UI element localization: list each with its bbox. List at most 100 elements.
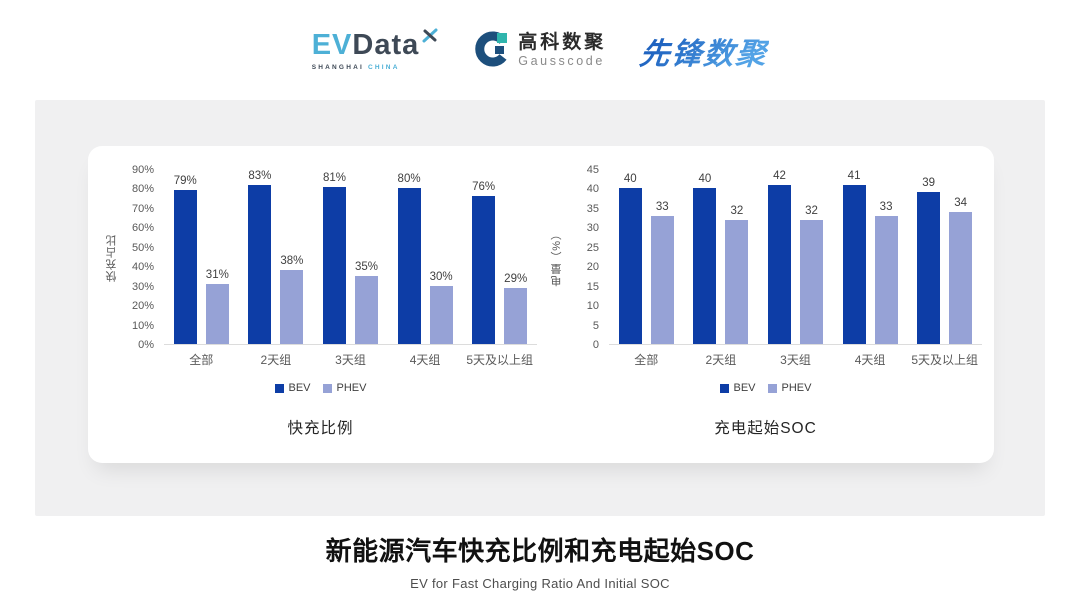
bar-value-label: 33: [879, 200, 893, 213]
phev-bar: [280, 270, 304, 344]
x-category-label: 4天组: [854, 353, 886, 367]
bar-wrap: 83%: [248, 170, 271, 344]
bar-group: 40 32: [684, 170, 759, 344]
bev-bar: [173, 190, 197, 344]
bar-value-label: 30%: [429, 270, 453, 283]
bar-group: 81% 35%: [313, 170, 388, 344]
bar-wrap: 31%: [206, 170, 229, 344]
bar-wrap: 29%: [504, 170, 527, 344]
bev-bar: [842, 185, 866, 344]
legend: BEV PHEV: [104, 382, 537, 394]
bar-group: 39 34: [907, 170, 982, 344]
x-axis-labels: 全部 2天组 3天组 4天组 5天及以上组: [164, 351, 537, 368]
bar-value-label: 81%: [322, 171, 346, 184]
bev-bar: [693, 188, 717, 344]
bar-group: 41 33: [833, 170, 908, 344]
y-tick: 60%: [131, 222, 154, 235]
phev-bar: [504, 287, 528, 344]
bar-value-label: 35%: [354, 260, 379, 273]
plot-row: 电量（%） 0 5 10 15 20 25 30 35 40 45 40 33 40 32 42 32 41 3…: [549, 164, 982, 368]
bar-value-label: 41: [847, 170, 861, 182]
phev-bar: [874, 215, 898, 344]
bar-value-label: 34: [954, 196, 968, 209]
evdata-ev-text: EV: [311, 28, 353, 61]
legend-label: PHEV: [781, 382, 812, 394]
bar-value-label: 38%: [280, 255, 304, 268]
y-axis-label-wrap: 快充占比: [104, 170, 120, 345]
bar-wrap: 34: [949, 170, 973, 344]
legend-item: BEV: [719, 382, 756, 394]
bar-value-label: 39: [922, 177, 936, 190]
bar-wrap: 41: [842, 170, 866, 344]
bar-value-label: 40: [623, 173, 637, 186]
evdata-subtext: SHANGHAI CHINA: [312, 64, 440, 72]
legend-label: BEV: [288, 382, 311, 394]
bev-bar: [397, 188, 421, 344]
bar-wrap: 35%: [355, 170, 378, 344]
bar-wrap: 30%: [430, 170, 453, 344]
plot-row: 快充占比 0% 10% 20% 30% 40% 50% 60% 70% 80% 90% 79% 31…: [104, 164, 537, 368]
y-tick: 0%: [138, 339, 154, 351]
y-tick: 45: [586, 164, 599, 176]
y-axis-label: 快充占比: [106, 233, 118, 282]
y-tick: 50%: [131, 241, 154, 254]
bar-value-label: 29%: [504, 272, 528, 285]
bar-wrap: 33: [650, 170, 674, 344]
bar-wrap: 80%: [398, 170, 421, 344]
legend-label: BEV: [733, 382, 756, 394]
y-tick: 90%: [131, 164, 154, 176]
x-category-label: 全部: [634, 353, 659, 367]
bar-wrap: 32: [799, 170, 823, 344]
evdata-wordmark: EV Data: [311, 28, 440, 61]
bev-bar: [767, 185, 791, 344]
bars-area: 40 33 40 32 42 32 41 33 39 34: [609, 170, 982, 345]
bar-wrap: 38%: [280, 170, 303, 344]
y-axis-ticks: 0% 10% 20% 30% 40% 50% 60% 70% 80% 90%: [120, 164, 158, 351]
phev-bar: [429, 285, 453, 344]
x-category-label: 全部: [189, 353, 214, 367]
bar-value-label: 42: [773, 170, 786, 182]
bar-value-label: 76%: [472, 181, 496, 194]
chart-subtitle: 快充比例: [287, 420, 354, 437]
evdata-logo: EV Data SHANGHAI CHINA: [311, 28, 440, 72]
bar-wrap: 32: [725, 170, 749, 344]
bar-wrap: 42: [767, 170, 791, 344]
bev-bar: [917, 192, 941, 344]
bar-wrap: 39: [917, 170, 941, 344]
phev-bar: [205, 283, 229, 344]
bar-wrap: 33: [874, 170, 898, 344]
y-axis-ticks: 0 5 10 15 20 25 30 35 40 45: [565, 164, 603, 351]
header-logos: EV Data SHANGHAI CHINA: [0, 16, 1080, 86]
x-category-label: 3天组: [780, 353, 811, 367]
bar-group: 40 33: [609, 170, 684, 344]
phev-bar: [650, 215, 674, 344]
bars-area: 79% 31% 83% 38% 81% 35% 80% 30% 76% 29%: [164, 170, 537, 345]
footer: 新能源汽车快充比例和充电起始SOC EV for Fast Charging R…: [0, 531, 1080, 591]
bar-value-label: 79%: [173, 175, 197, 188]
bar-group: 83% 38%: [239, 170, 314, 344]
phev-bar: [355, 275, 378, 344]
y-tick: 30%: [131, 280, 154, 293]
bar-value-label: 33: [655, 200, 669, 213]
bar-wrap: 79%: [174, 170, 197, 344]
subtitle: EV for Fast Charging Ratio And Initial S…: [410, 576, 670, 591]
bar-value-label: 31%: [205, 268, 229, 281]
plot-area: 79% 31% 83% 38% 81% 35% 80% 30% 76% 29% 全部 2天组 3天组 4…: [164, 170, 537, 368]
gausscode-logo: 高科数聚 Gausscode: [473, 31, 606, 72]
y-tick: 25: [586, 241, 599, 254]
y-tick: 30: [586, 222, 599, 235]
bar-wrap: 81%: [323, 170, 346, 344]
legend-item: PHEV: [322, 382, 366, 394]
chart-card: 快充占比 0% 10% 20% 30% 40% 50% 60% 70% 80% 90% 79% 31…: [88, 146, 994, 463]
legend-item: BEV: [274, 382, 311, 394]
gausscode-cn-text: 高科数聚: [518, 32, 607, 54]
x-category-label: 3天组: [335, 353, 366, 367]
chart-subtitle: 充电起始SOC: [714, 420, 817, 437]
x-category-label: 5天及以上组: [466, 353, 534, 367]
bar-value-label: 40: [698, 173, 712, 186]
bev-bar: [618, 188, 642, 344]
chart-fast-charging-ratio: 快充占比 0% 10% 20% 30% 40% 50% 60% 70% 80% 90% 79% 31…: [98, 164, 543, 463]
y-tick: 10: [586, 300, 599, 313]
bev-swatch: [274, 383, 284, 393]
